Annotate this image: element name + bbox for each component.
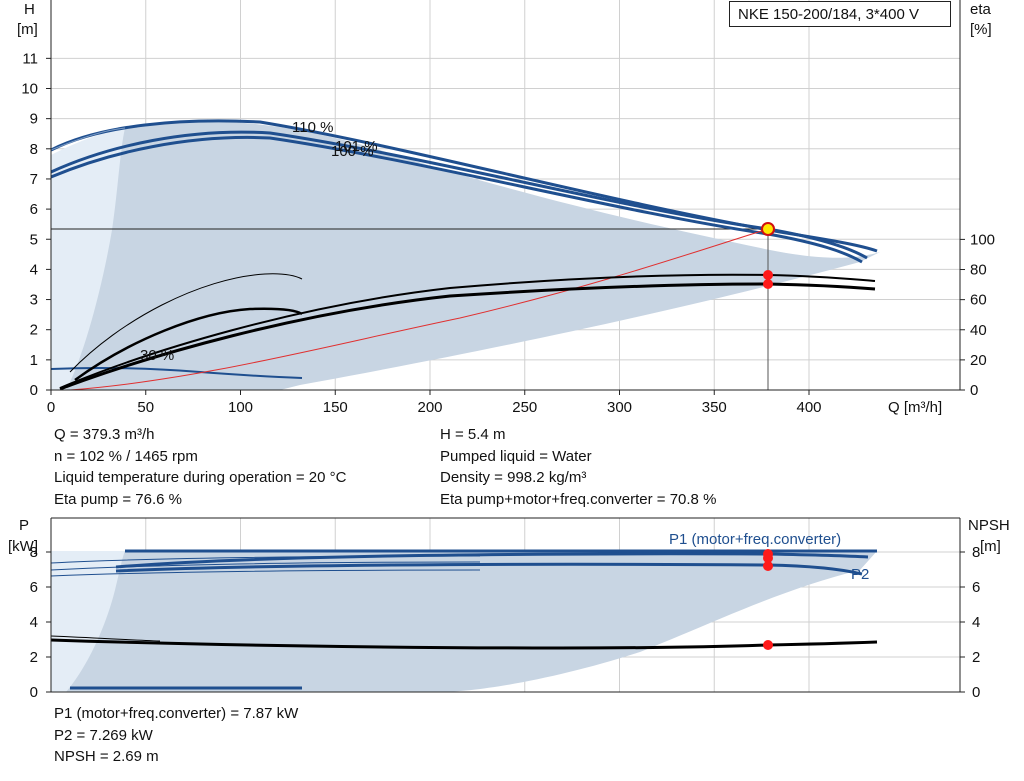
top-y-left-label-2: [m] [17, 21, 38, 38]
info-temperature: Liquid temperature during operation = 20… [54, 469, 347, 486]
info-p1: P1 (motor+freq.converter) = 7.87 kW [54, 705, 299, 722]
p1-101-marker [763, 553, 773, 563]
info-top-left: Q = 379.3 m³/h n = 102 % / 1465 rpm Liqu… [54, 424, 346, 510]
npsh-thin-curve [51, 635, 161, 642]
eta-total-curve [59, 282, 876, 390]
bottom-y-left-tick-label: 4 [30, 614, 38, 631]
info-npsh: NPSH = 2.69 m [54, 748, 159, 765]
npsh-marker [763, 640, 773, 650]
info-top-right: H = 5.4 m Pumped liquid = Water Density … [440, 424, 716, 510]
top-y-left-tick-label: 3 [30, 292, 38, 309]
info-eta-total: Eta pump+motor+freq.converter = 70.8 % [440, 490, 717, 508]
bottom-y-left-tick-label: 6 [30, 579, 38, 596]
top-light-area [51, 128, 125, 390]
eta-pump-curve [59, 273, 876, 389]
info-liquid: Pumped liquid = Water [440, 447, 592, 465]
top-y-right-label-1: eta [970, 1, 992, 18]
eta-marker-2 [763, 279, 773, 289]
top-x-axis-label: Q [m³/h] [888, 399, 942, 416]
top-y-right-tick-label: 60 [970, 292, 987, 309]
bottom-y-right-tick-label: 4 [972, 614, 980, 631]
curve-label-100: 100 % [331, 143, 374, 160]
info-speed: n = 102 % / 1465 rpm [54, 447, 198, 465]
top-x-tick-label: 0 [47, 399, 55, 416]
curve-label-110: 110 % [292, 119, 333, 136]
top-operating-area [66, 121, 880, 390]
top-chart-axes: 0 50 100 150 200 250 300 350 400 0 1 2 3 4 5 6 7 8 9 10 11 0 2… [21, 50, 995, 416]
top-x-tick-label: 250 [512, 399, 537, 416]
p-thin-curve-3 [51, 569, 481, 577]
eta-30-thin-curve [69, 273, 303, 373]
p-thin-curve-2 [51, 561, 481, 571]
top-y-left-tick-label: 10 [21, 81, 38, 98]
curve-label-101: 101 % [335, 138, 378, 155]
top-x-tick-label: 300 [607, 399, 632, 416]
bottom-y-right-tick-label: 0 [972, 684, 980, 701]
top-y-right-tick-label: 100 [970, 231, 995, 248]
bottom-y-left-tick-label: 2 [30, 649, 38, 666]
bottom-y-left-tick-label: 0 [30, 684, 38, 701]
bottom-y-left-label-2: [kW] [8, 538, 38, 555]
info-head: H = 5.4 m [440, 426, 506, 443]
head-curve-101 [51, 130, 868, 260]
bottom-npsh-area [66, 551, 877, 692]
operating-point-marker [761, 222, 775, 236]
p1-curve-101 [115, 552, 869, 569]
top-y-left-tick-label: 9 [30, 111, 38, 128]
top-x-tick-label: 400 [796, 399, 821, 416]
bottom-y-right-label-2: [m] [980, 538, 1001, 555]
eta-30-curve [74, 307, 303, 382]
series-label-p1: P1 (motor+freq.converter) [669, 531, 841, 548]
bottom-y-left-label-1: P [19, 517, 29, 534]
bottom-y-left-tick-label: 8 [30, 544, 38, 561]
top-y-left-tick-label: 4 [30, 261, 38, 278]
top-y-left-tick-label: 1 [30, 352, 38, 369]
top-x-tick-label: 100 [228, 399, 253, 416]
bottom-y-right-tick-label: 8 [972, 544, 980, 561]
bottom-y-right-tick-label: 6 [972, 579, 980, 596]
bottom-y-right-tick-label: 2 [972, 649, 980, 666]
eta-marker-1 [763, 270, 773, 280]
bottom-chart-axes: 0 2 4 6 8 0 2 4 6 8 [30, 544, 981, 701]
system-curve [69, 228, 769, 390]
bottom-y-right-label-1: NPSH [968, 517, 1010, 534]
head-curve-110-light [51, 127, 126, 151]
top-y-right-tick-label: 40 [970, 322, 987, 339]
top-y-right-tick-label: 20 [970, 352, 987, 369]
p-thin-curve-1 [51, 555, 481, 564]
top-y-left-tick-label: 8 [30, 141, 38, 158]
chart-title: NKE 150-200/184, 3*400 V [729, 1, 951, 27]
top-x-tick-label: 150 [323, 399, 348, 416]
top-y-left-tick-label: 2 [30, 322, 38, 339]
info-eta-pump: Eta pump = 76.6 % [54, 490, 182, 508]
top-y-right-tick-label: 0 [970, 382, 978, 399]
top-y-right-label-2: [%] [970, 21, 992, 38]
info-density: Density = 998.2 kg/m³ [440, 469, 587, 486]
info-bottom: P1 (motor+freq.converter) = 7.87 kW P2 =… [54, 703, 298, 768]
top-y-left-tick-label: 0 [30, 382, 38, 399]
bottom-light-area [51, 551, 125, 692]
top-x-tick-label: 200 [417, 399, 442, 416]
top-y-left-tick-label: 6 [30, 201, 38, 218]
top-x-tick-label: 350 [702, 399, 727, 416]
top-y-right-tick-label: 80 [970, 262, 987, 279]
head-curve-100 [51, 136, 863, 264]
npsh-curve [51, 638, 878, 650]
info-p2: P2 = 7.269 kW [54, 726, 153, 744]
info-flow: Q = 379.3 m³/h [54, 426, 155, 443]
p2-curve [115, 562, 863, 576]
curve-label-30: 30 % [140, 347, 174, 364]
top-y-left-tick-label: 11 [22, 50, 38, 67]
p2-marker [763, 561, 773, 571]
top-x-tick-label: 50 [137, 399, 154, 416]
top-y-left-tick-label: 5 [30, 231, 38, 248]
top-y-left-label-1: H [24, 1, 35, 18]
top-y-left-tick-label: 7 [30, 171, 38, 188]
series-label-p2: P2 [851, 566, 869, 583]
